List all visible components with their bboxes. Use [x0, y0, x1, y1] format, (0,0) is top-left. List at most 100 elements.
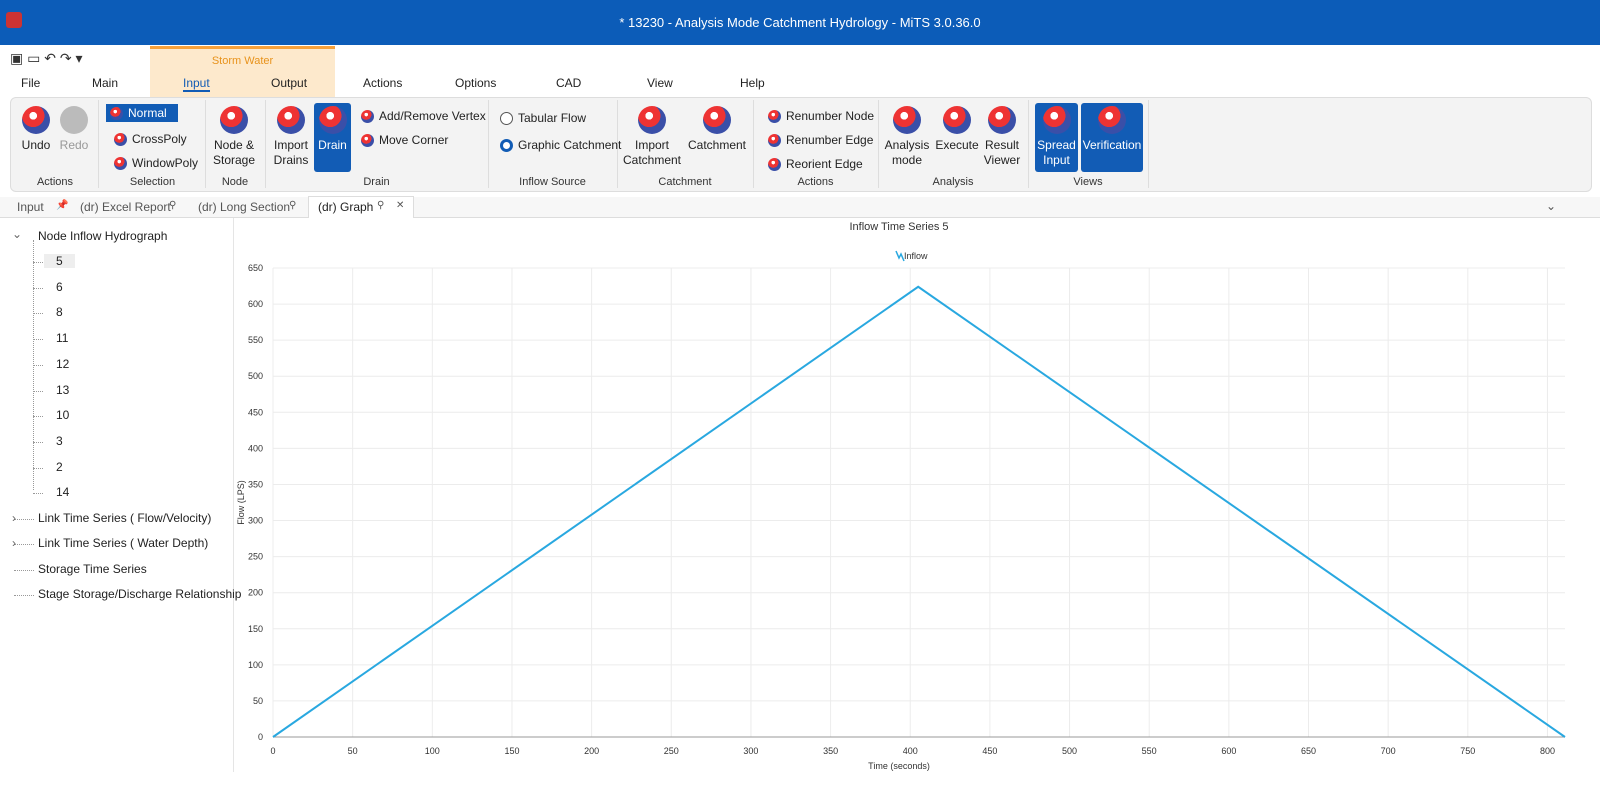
y-tick-label: 50 [253, 696, 263, 706]
button-icon [220, 106, 248, 134]
ribbon-button[interactable]: Normal [106, 104, 178, 122]
group-separator [617, 100, 618, 188]
ribbon-tab[interactable]: CAD [556, 76, 582, 90]
ribbon-tab[interactable]: Output [271, 76, 308, 90]
ribbon-button[interactable]: CrossPoly [110, 130, 204, 148]
document-tab[interactable]: Input [17, 200, 44, 214]
tree-node[interactable]: 14 [56, 485, 70, 500]
tree-node[interactable]: 8 [56, 305, 63, 320]
button-icon [500, 112, 513, 126]
tree-node[interactable]: Stage Storage/Discharge Relationship [38, 586, 242, 601]
title-bar [0, 0, 1600, 45]
tab-icon[interactable]: ⚲ [377, 200, 385, 211]
ribbon-button[interactable]: Import Catchment [622, 103, 682, 172]
ribbon-button[interactable]: Result Viewer [982, 103, 1022, 172]
ribbon-button[interactable]: Import Drains [271, 103, 311, 172]
x-tick-label: 100 [425, 746, 440, 756]
y-tick-label: 200 [248, 588, 263, 598]
tree-connector [14, 544, 34, 546]
tree-node[interactable]: 3 [56, 433, 63, 448]
ribbon-tab[interactable]: Main [92, 76, 119, 90]
document-tab[interactable]: (dr) Excel Report [80, 200, 171, 214]
button-icon [638, 106, 666, 134]
tab-icon[interactable]: ⚲ [169, 200, 177, 211]
document-tab[interactable]: (dr) Long Section [198, 200, 291, 214]
group-separator [98, 100, 99, 188]
document-tab[interactable]: (dr) Graph [318, 200, 374, 214]
ribbon-button[interactable]: Graphic Catchment [496, 136, 621, 154]
x-tick-label: 600 [1221, 746, 1236, 756]
tree-node[interactable]: Node Inflow Hydrograph [38, 229, 168, 243]
ribbon-button[interactable]: Verification [1081, 103, 1143, 172]
button-icon [114, 157, 127, 171]
x-tick-label: 500 [1062, 746, 1077, 756]
tree-node[interactable]: 11 [56, 331, 69, 346]
tab-icon[interactable]: 📌 [56, 200, 69, 211]
quick-access-toolbar[interactable]: ▣ ▭ ↶ ↷ ▾ [10, 50, 83, 66]
tree-connector [33, 287, 43, 289]
group-label: Catchment [658, 176, 712, 188]
ribbon-tab[interactable]: Input [183, 76, 210, 92]
ribbon-button[interactable]: Tabular Flow [496, 109, 615, 127]
ribbon-tab[interactable]: Help [740, 76, 765, 90]
tree-node[interactable]: 2 [56, 459, 63, 474]
button-icon [1042, 106, 1071, 134]
ribbon-button[interactable]: Redo [56, 103, 92, 172]
tree-node[interactable]: 5 [44, 254, 75, 268]
button-label: Catchment [687, 138, 747, 152]
ribbon-button[interactable]: Spread Input [1035, 103, 1078, 172]
tree-expander[interactable]: › [12, 536, 16, 551]
ribbon-tab[interactable]: Options [455, 76, 497, 90]
tree-expander[interactable]: › [12, 511, 16, 525]
ribbon-button[interactable]: WindowPoly [110, 154, 204, 172]
tab-icon[interactable]: ⚲ [289, 200, 297, 211]
button-icon [768, 158, 781, 172]
group-separator [753, 100, 754, 188]
tree-expander[interactable]: ⌄ [12, 227, 23, 241]
tab-icon[interactable]: ✕ [396, 200, 405, 211]
tree-connector [33, 493, 43, 495]
tree-node[interactable]: Link Time Series ( Flow/Velocity) [38, 511, 212, 525]
button-icon [277, 106, 305, 134]
button-label: Import Catchment [622, 138, 682, 167]
tree-panel [0, 218, 234, 772]
ribbon-tab[interactable]: File [21, 76, 41, 90]
ribbon-button[interactable]: Renumber Edge [764, 131, 878, 149]
group-separator [488, 100, 489, 188]
tree-node[interactable]: Storage Time Series [38, 561, 147, 576]
ribbon-button[interactable]: Undo [17, 103, 55, 172]
ribbon-button[interactable]: Drain [314, 103, 351, 172]
ribbon-button[interactable]: Catchment [686, 103, 748, 172]
button-icon [1098, 106, 1126, 134]
ribbon-button[interactable]: Node & Storage [210, 103, 258, 172]
ribbon-button[interactable]: Execute [934, 103, 980, 172]
ribbon-button[interactable]: Add/Remove Vertex [357, 107, 486, 125]
ribbon-button[interactable]: Reorient Edge [764, 155, 878, 173]
button-icon [893, 106, 921, 134]
button-label: Undo [21, 138, 51, 152]
tree-node[interactable]: 10 [56, 408, 70, 423]
y-tick-label: 100 [248, 660, 263, 670]
tree-node[interactable]: 6 [56, 279, 63, 294]
tab-menu-chevron[interactable]: ⌄ [1546, 199, 1557, 213]
tree-connector [33, 467, 43, 469]
button-label: Renumber Edge [786, 133, 874, 147]
tree-node[interactable]: 12 [56, 356, 70, 371]
ribbon-tab[interactable]: Actions [363, 76, 403, 90]
y-axis-label: Flow (LPS) [236, 480, 246, 525]
y-tick-label: 450 [248, 407, 263, 417]
x-tick-label: 700 [1381, 746, 1396, 756]
ribbon-button[interactable]: Move Corner [357, 131, 481, 149]
button-label: WindowPoly [132, 156, 199, 170]
ribbon-tab[interactable]: View [647, 76, 673, 90]
y-tick-label: 0 [258, 732, 263, 742]
tree-node[interactable]: 13 [56, 382, 70, 397]
group-label: Selection [129, 176, 176, 188]
ribbon-button[interactable]: Analysis mode [884, 103, 930, 172]
group-separator [265, 100, 266, 188]
y-tick-label: 250 [248, 552, 263, 562]
tree-connector [33, 262, 43, 263]
y-tick-label: 300 [248, 516, 263, 526]
ribbon-button[interactable]: Renumber Node [764, 107, 878, 125]
tree-node[interactable]: Link Time Series ( Water Depth) [38, 536, 209, 551]
